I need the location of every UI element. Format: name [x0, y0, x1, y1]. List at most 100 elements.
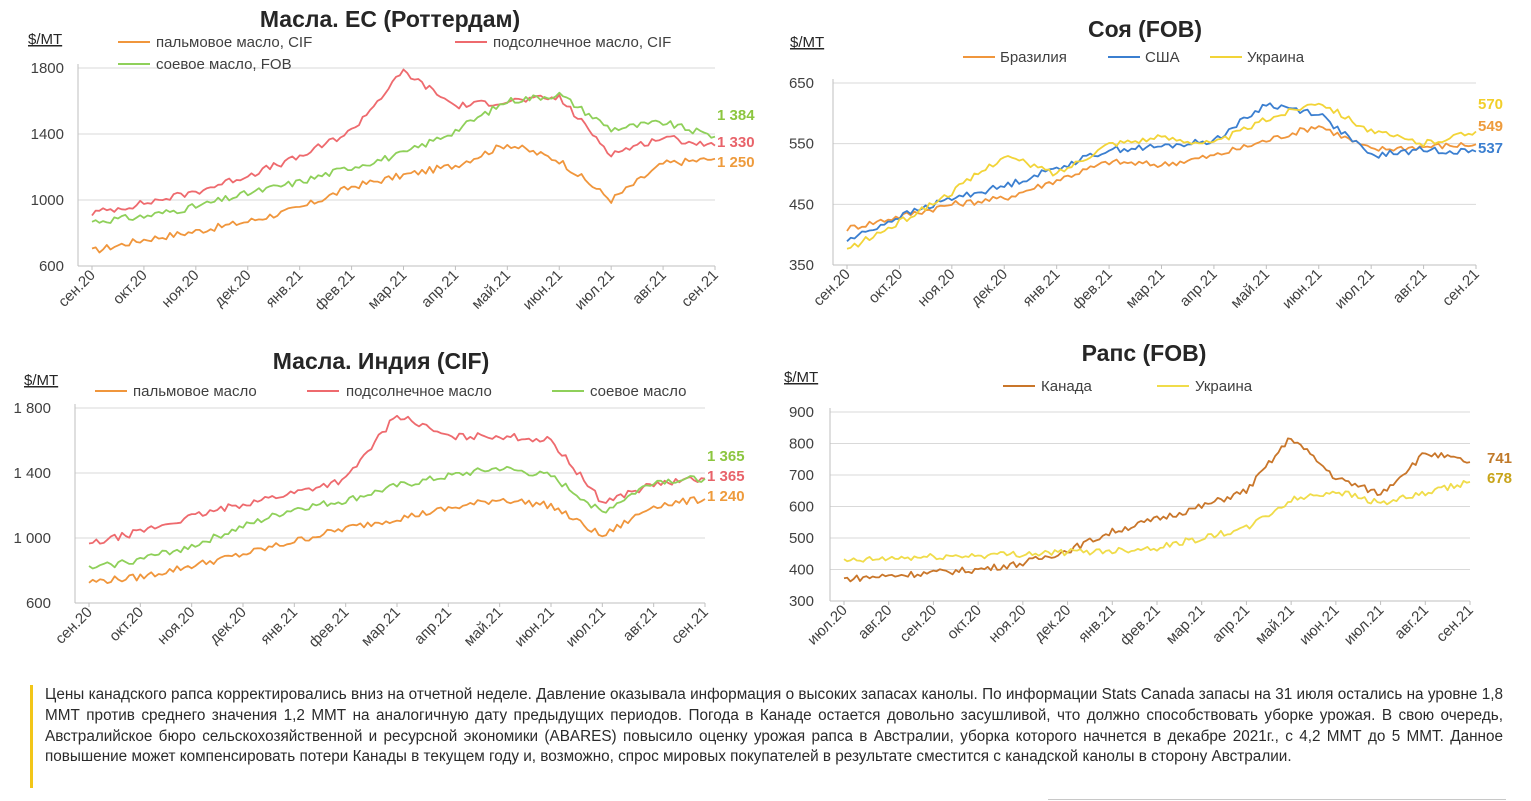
y-tick-label: 300 — [789, 593, 814, 610]
y-tick-label: 450 — [789, 196, 814, 213]
legend-label: Канада — [1041, 378, 1092, 395]
y-tick-label: 550 — [789, 136, 814, 153]
x-tick-label: дек.20 — [1031, 602, 1074, 645]
x-tick-label: фев.21 — [1069, 266, 1116, 313]
x-tick-label: сен.21 — [678, 267, 722, 311]
y-tick-label: 400 — [789, 562, 814, 579]
chart-india-oils-svg: Масла. Индия (CIF) $/МТ 600 1 000 1 400 1 8… — [13, 348, 745, 651]
x-tick-label: окт.20 — [865, 266, 906, 307]
x-tick-label: апр.21 — [1176, 266, 1220, 310]
legend-label: соевое масло — [590, 383, 686, 400]
x-tick-label: авг.21 — [1391, 602, 1432, 643]
end-value-label: 1 240 — [707, 488, 745, 505]
x-tick-label: авг.21 — [620, 604, 661, 645]
chart-eu-oils-svg: Масла. ЕС (Роттердам) $/МТ 600 1000 1400 18… — [28, 6, 755, 314]
series-line — [846, 102, 1477, 242]
x-tick-label: сен.20 — [810, 266, 854, 310]
legend: Бразилия США Украина — [963, 49, 1305, 66]
x-tick-label: дек.20 — [211, 267, 254, 310]
series-line — [88, 465, 706, 570]
series-line — [91, 91, 716, 224]
x-tick-label: сен.21 — [668, 604, 712, 648]
series-line — [88, 496, 706, 584]
legend-label: пальмовое масло, CIF — [156, 34, 312, 51]
x-tick-label: авг.21 — [629, 267, 670, 308]
legend-label: подсолнечное масло — [346, 383, 492, 400]
plot-area: 600 1 000 1 400 1 800 сен.20 окт.20 ноя.20 дек.… — [13, 400, 711, 651]
x-tick-label: янв.21 — [1075, 602, 1119, 646]
x-tick-label: ноя.20 — [154, 604, 198, 648]
x-tick-label: мар.21 — [1122, 266, 1168, 312]
legend-label: США — [1145, 49, 1180, 66]
end-labels: 1 365 1 365 1 240 — [707, 448, 745, 505]
series-line — [846, 125, 1477, 232]
y-tick-label: 1 400 — [13, 465, 51, 482]
x-tick-label: апр.21 — [418, 267, 462, 311]
chart-title: Масла. ЕС (Роттердам) — [260, 6, 520, 32]
y-tick-label: 600 — [39, 258, 64, 275]
x-tick-label: май.21 — [461, 604, 507, 650]
y-tick-label: 600 — [26, 595, 51, 612]
x-tick-label: апр.21 — [1209, 602, 1253, 646]
chart-soy: Соя (FOB) $/МТ 350 450 550 650 сен.20 окт.20 н… — [770, 0, 1531, 340]
x-tick-label: май.21 — [468, 267, 514, 313]
x-tick-label: июн.21 — [511, 604, 558, 651]
series-line — [846, 102, 1477, 250]
y-tick-label: 1 800 — [13, 400, 51, 417]
end-labels: 1 384 1 330 1 250 — [717, 107, 755, 171]
legend-label: Бразилия — [1000, 49, 1067, 66]
series-line — [843, 480, 1471, 563]
x-tick-label: авг.20 — [855, 602, 896, 643]
x-tick-label: июл.21 — [571, 267, 618, 314]
series-line — [91, 144, 716, 254]
x-tick-label: мар.21 — [358, 604, 404, 650]
x-tick-label: дек.20 — [206, 604, 249, 647]
y-tick-label: 350 — [789, 257, 814, 274]
y-unit-label: $/МТ — [24, 372, 58, 389]
chart-title: Масла. Индия (CIF) — [273, 348, 490, 374]
chart-eu-oils: Масла. ЕС (Роттердам) $/МТ 600 1000 1400 18… — [0, 0, 760, 340]
end-value-label: 1 365 — [707, 468, 745, 485]
end-value-label: 1 365 — [707, 448, 745, 465]
x-tick-label: фев.21 — [1117, 602, 1164, 649]
x-tick-label: авг.21 — [1390, 266, 1431, 307]
legend: пальмовое масло подсолнечное масло соево… — [95, 383, 686, 400]
x-tick-label: июл.21 — [1331, 266, 1378, 313]
x-tick-label: фев.21 — [311, 267, 358, 314]
chart-title: Рапс (FOB) — [1082, 340, 1207, 366]
series-line — [88, 414, 706, 545]
legend: Канада Украина — [1003, 378, 1253, 395]
legend-label: пальмовое масло — [133, 383, 257, 400]
y-tick-label: 900 — [789, 404, 814, 421]
x-tick-label: фев.21 — [305, 604, 352, 651]
x-tick-label: ноя.20 — [985, 602, 1029, 646]
bottom-rule — [1048, 799, 1506, 800]
x-tick-label: сен.20 — [896, 602, 940, 646]
x-tick-label: сен.21 — [1433, 602, 1477, 646]
x-tick-label: окт.20 — [944, 602, 985, 643]
y-tick-label: 1400 — [31, 126, 64, 143]
x-tick-label: окт.20 — [106, 604, 147, 645]
legend: пальмовое масло, CIF подсолнечное масло,… — [118, 34, 671, 73]
y-tick-label: 1 000 — [13, 530, 51, 547]
commentary-text: Цены канадского рапса корректировались в… — [30, 685, 1503, 788]
y-tick-label: 650 — [789, 75, 814, 92]
legend-label: Украина — [1247, 49, 1305, 66]
chart-rapeseed: Рапс (FOB) $/МТ 300 400 500 600 700 800 900 июл… — [770, 340, 1531, 680]
x-tick-label: июл.21 — [563, 604, 610, 651]
x-tick-label: ноя.20 — [158, 267, 202, 311]
end-labels: 570 549 537 — [1478, 96, 1503, 157]
x-tick-label: сен.21 — [1439, 266, 1483, 310]
legend-label: Украина — [1195, 378, 1253, 395]
series-line — [843, 437, 1471, 583]
x-tick-label: июл.21 — [1341, 602, 1388, 649]
end-value-label: 549 — [1478, 118, 1503, 135]
y-unit-label: $/МТ — [790, 34, 824, 51]
end-value-label: 678 — [1487, 470, 1512, 487]
x-tick-label: мар.21 — [1163, 602, 1209, 648]
end-value-label: 537 — [1478, 140, 1503, 157]
x-tick-label: янв.21 — [1019, 266, 1063, 310]
x-tick-label: июн.21 — [1296, 602, 1343, 649]
